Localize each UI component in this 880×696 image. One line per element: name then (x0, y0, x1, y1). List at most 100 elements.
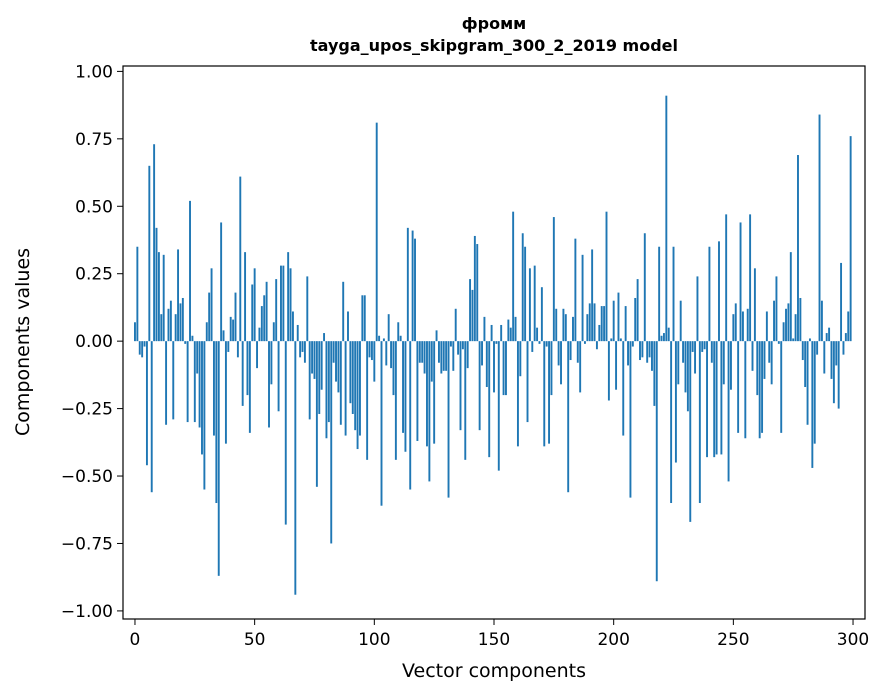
bar-260 (756, 341, 759, 396)
bar-160 (516, 341, 519, 447)
bar-113 (404, 341, 407, 452)
bar-268 (775, 276, 778, 342)
bar-254 (741, 311, 744, 342)
bar-118 (416, 341, 419, 441)
bar-282 (808, 338, 811, 342)
bar-279 (801, 341, 804, 361)
bar-115 (409, 341, 412, 490)
bar-84 (335, 341, 337, 382)
bar-18 (177, 249, 180, 342)
bar-248 (727, 341, 730, 482)
bar-148 (488, 341, 491, 458)
bar-36 (220, 222, 223, 342)
bar-68 (296, 324, 299, 342)
bar-269 (777, 341, 780, 344)
bar-206 (627, 341, 629, 366)
bar-179 (562, 308, 565, 342)
bar-7 (150, 341, 153, 493)
bar-41 (232, 319, 235, 342)
bar-78 (320, 341, 323, 390)
bar-212 (641, 341, 644, 358)
bar-46 (244, 252, 247, 342)
bar-237 (701, 341, 704, 352)
bar-4 (143, 341, 146, 347)
bar-93 (356, 341, 359, 450)
bar-64 (287, 252, 290, 342)
bar-210 (636, 279, 639, 342)
bar-191 (591, 249, 594, 342)
bar-256 (746, 308, 749, 342)
bar-288 (823, 341, 826, 374)
bar-209 (634, 297, 637, 342)
bar-285 (816, 341, 819, 355)
bar-55 (265, 281, 268, 342)
bar-265 (768, 341, 771, 363)
bar-221 (662, 333, 665, 342)
bar-3 (141, 341, 144, 358)
bar-96 (363, 295, 366, 342)
bar-73 (308, 341, 311, 420)
x-tick-label: 50 (244, 630, 266, 650)
bar-120 (421, 341, 424, 363)
bar-174 (550, 341, 553, 396)
bar-74 (311, 341, 314, 374)
bar-139 (466, 341, 469, 369)
bar-103 (380, 341, 383, 506)
bar-60 (277, 341, 280, 412)
bar-81 (327, 341, 330, 423)
bar-168 (536, 327, 539, 342)
bar-53 (260, 306, 263, 342)
bar-241 (710, 341, 713, 363)
y-tick-label: 1.00 (75, 62, 113, 82)
bar-274 (789, 252, 792, 342)
bar-246 (722, 341, 725, 385)
bar-293 (835, 341, 838, 366)
bar-298 (847, 311, 850, 342)
bar-75 (313, 341, 316, 379)
bar-204 (622, 341, 625, 436)
bar-57 (270, 341, 273, 385)
y-tick-label: −0.25 (61, 400, 113, 420)
bar-50 (253, 268, 256, 342)
bar-213 (643, 233, 646, 342)
bar-238 (703, 341, 706, 350)
bar-90 (349, 341, 352, 404)
bar-200 (612, 300, 615, 342)
bars-group (134, 95, 852, 595)
bar-31 (208, 292, 211, 342)
bar-59 (275, 279, 278, 342)
bar-47 (246, 341, 249, 396)
bar-167 (533, 265, 536, 342)
bar-250 (732, 314, 735, 342)
bar-166 (531, 341, 534, 352)
bar-30 (205, 322, 208, 342)
bar-171 (543, 341, 546, 447)
bar-63 (284, 341, 287, 525)
bar-181 (567, 341, 570, 493)
bar-35 (217, 341, 220, 576)
y-tick-label: −0.75 (61, 534, 113, 554)
bar-227 (677, 341, 680, 385)
bar-297 (844, 333, 847, 342)
bar-224 (670, 341, 673, 504)
bar-194 (598, 324, 601, 342)
bar-52 (258, 327, 261, 342)
bar-5 (145, 341, 148, 466)
bar-125 (433, 341, 436, 444)
bar-291 (830, 341, 833, 379)
bar-116 (411, 230, 414, 342)
bar-34 (215, 341, 218, 504)
bar-271 (782, 322, 785, 342)
bar-187 (581, 254, 584, 342)
bar-186 (579, 341, 582, 393)
bar-217 (653, 341, 656, 406)
bar-195 (600, 306, 603, 342)
bar-37 (222, 330, 225, 342)
bar-201 (615, 341, 618, 390)
bar-134 (454, 308, 457, 342)
bar-114 (406, 227, 409, 342)
bar-255 (744, 341, 747, 439)
bar-32 (210, 268, 213, 342)
bar-219 (658, 246, 661, 342)
bar-99 (370, 341, 373, 361)
